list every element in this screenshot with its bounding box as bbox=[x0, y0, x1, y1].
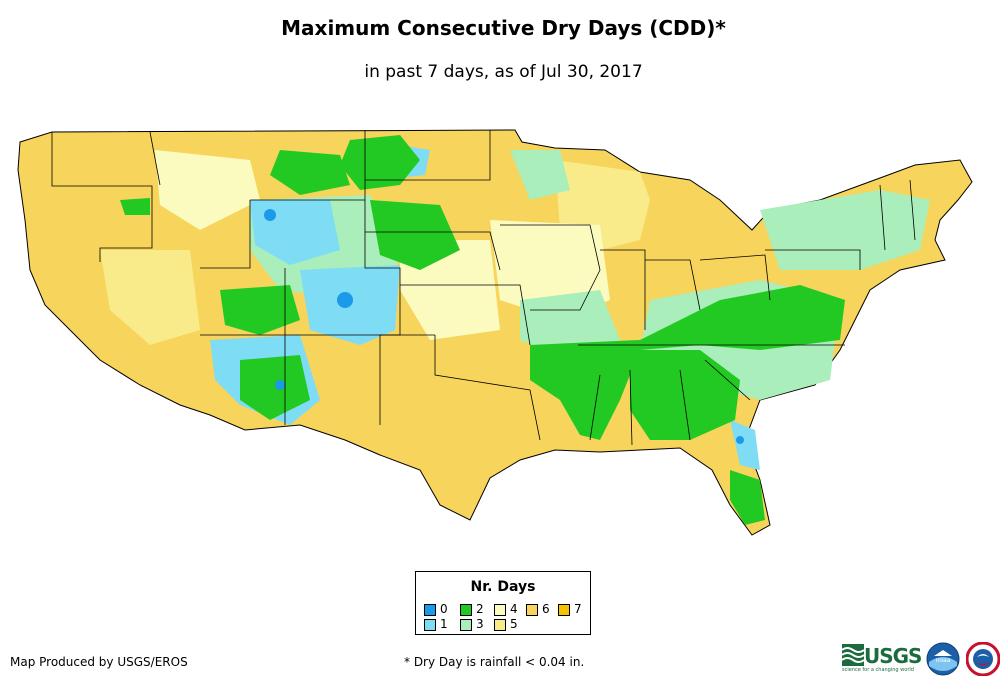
noaa-logo-icon: noaa bbox=[926, 642, 960, 676]
zone-four bbox=[155, 150, 260, 230]
legend-label: 2 bbox=[476, 602, 484, 616]
legend-label: 4 bbox=[510, 602, 518, 616]
credit-text: Map Produced by USGS/EROS bbox=[10, 655, 188, 669]
map-title: Maximum Consecutive Dry Days (CDD)* bbox=[281, 16, 726, 40]
legend-swatch bbox=[424, 604, 436, 616]
zone-two bbox=[530, 285, 845, 440]
zone-two bbox=[240, 355, 310, 420]
legend-swatch bbox=[424, 619, 436, 631]
legend: Nr. Days 0 1 2 3 4 5 6 7 bbox=[415, 571, 591, 635]
footnote-text: * Dry Day is rainfall < 0.04 in. bbox=[404, 655, 585, 669]
zone-two bbox=[270, 150, 350, 195]
state-borders bbox=[51, 130, 916, 446]
zone-zero bbox=[736, 436, 744, 444]
legend-swatch bbox=[558, 604, 570, 616]
legend-label: 0 bbox=[440, 602, 448, 616]
nws-logo-icon bbox=[966, 642, 1000, 676]
legend-label: 3 bbox=[476, 617, 484, 631]
zone-one bbox=[730, 420, 760, 470]
zone-zero bbox=[337, 292, 353, 308]
legend-label: 7 bbox=[574, 602, 582, 616]
legend-swatch bbox=[494, 604, 506, 616]
legend-label: 1 bbox=[440, 617, 448, 631]
noaa-logo-text: noaa bbox=[936, 657, 951, 664]
zone-zero bbox=[275, 380, 285, 390]
legend-swatch bbox=[460, 619, 472, 631]
map-subtitle: in past 7 days, as of Jul 30, 2017 bbox=[364, 62, 643, 82]
usgs-logo: USGS science for a changing world bbox=[841, 644, 922, 676]
zone-zero bbox=[264, 209, 276, 221]
legend-title: Nr. Days bbox=[470, 579, 536, 595]
zone-two bbox=[220, 285, 300, 335]
usgs-tagline: science for a changing world bbox=[842, 667, 914, 673]
zone-two bbox=[120, 198, 150, 215]
us-cdd-map bbox=[17, 129, 973, 536]
legend-swatch bbox=[526, 604, 538, 616]
legend-label: 5 bbox=[510, 617, 518, 631]
zone-two bbox=[730, 470, 765, 525]
legend-swatch bbox=[494, 619, 506, 631]
usgs-wave-icon bbox=[841, 644, 865, 666]
zone-two bbox=[630, 350, 740, 440]
usgs-logo-text: USGS bbox=[864, 644, 922, 668]
zone-three bbox=[510, 150, 570, 200]
legend-label: 6 bbox=[542, 602, 550, 616]
zone-five bbox=[100, 250, 200, 345]
agency-logos: USGS science for a changing world noaa bbox=[841, 640, 1002, 680]
legend-swatch bbox=[460, 604, 472, 616]
zone-two bbox=[340, 135, 420, 190]
zone-two bbox=[370, 200, 460, 270]
